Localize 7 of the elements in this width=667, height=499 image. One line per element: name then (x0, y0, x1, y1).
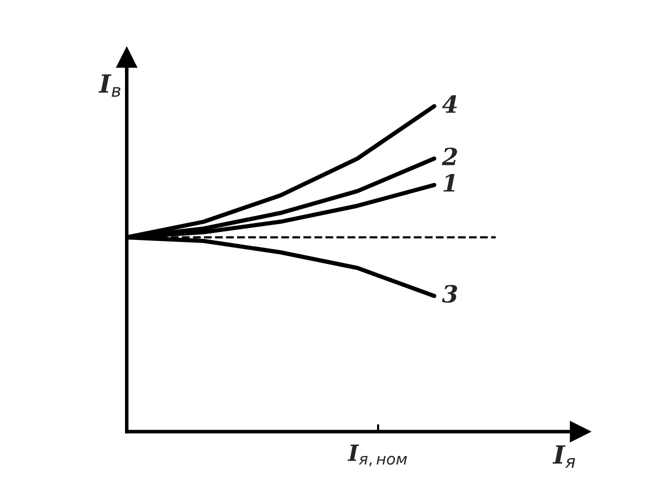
y-axis-title: I$_{в}$ (98, 74, 120, 97)
series-label: 3 (442, 284, 458, 303)
x-axis-title: I$_{я}$ (552, 445, 576, 468)
text: I$_{я,ном}$ (348, 444, 407, 466)
series-label: 4 (442, 95, 457, 113)
series-label: 1 (443, 174, 455, 192)
series-label: 2 (442, 148, 458, 166)
